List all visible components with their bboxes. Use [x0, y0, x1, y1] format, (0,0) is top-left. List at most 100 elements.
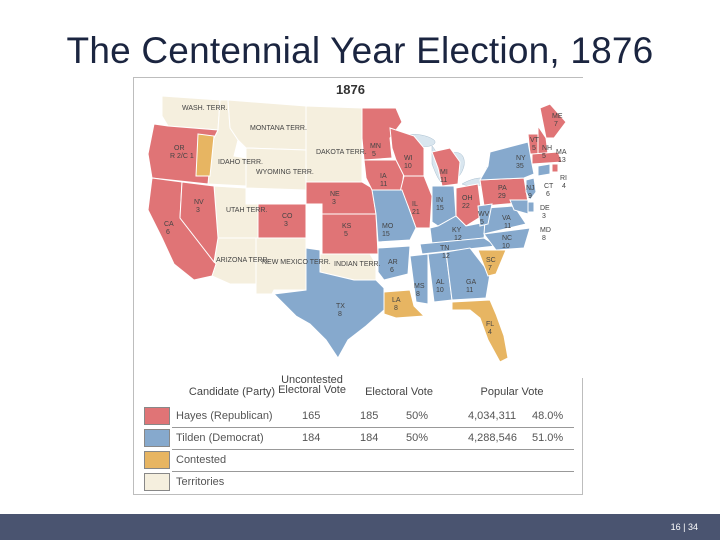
label-in: IN	[436, 197, 443, 204]
legend-electoral-tilden: 184	[360, 432, 379, 444]
legend-label-tilden: Tilden (Democrat)	[176, 432, 264, 444]
legend-row-tilden: Tilden (Democrat) 184 184 50% 4,288,546 …	[144, 429, 574, 447]
label-ma: MA	[556, 149, 567, 156]
label-oh: OH	[462, 195, 473, 202]
state-ma	[531, 151, 563, 165]
state-ny	[479, 141, 535, 181]
legend-uncontested-tilden: 184	[302, 432, 321, 444]
state-mo	[371, 189, 417, 243]
page-number: 16 | 34	[670, 522, 698, 532]
label-pa: PA	[498, 185, 507, 192]
label-sc-votes: 7	[488, 265, 492, 272]
state-or-contested	[195, 133, 215, 177]
label-mn-votes: 5	[372, 151, 376, 158]
state-ct	[537, 163, 551, 177]
legend-divider	[172, 449, 574, 450]
legend-label-territories: Territories	[176, 476, 225, 488]
label-nv: NV	[194, 199, 204, 206]
label-ct: CT	[544, 183, 554, 190]
label-mn: MN	[370, 143, 381, 150]
legend-electoral-hayes: 185	[360, 410, 379, 422]
state-mi	[431, 147, 461, 187]
state-nj	[525, 177, 537, 201]
state-fl	[451, 299, 509, 363]
state-ga	[445, 247, 491, 301]
swatch-hayes	[144, 407, 170, 425]
label-la-votes: 8	[394, 305, 398, 312]
election-map-figure: WASH. TERR. OR R 2/C 1 CA 6 NV 3 IDAHO T…	[133, 77, 584, 495]
label-tx-votes: 8	[338, 311, 342, 318]
legend-header-uncontested: Uncontested Electoral Vote	[278, 374, 346, 396]
label-nh: NH	[542, 145, 552, 152]
legend-divider	[172, 471, 574, 472]
label-ks: KS	[342, 223, 352, 230]
legend-popular-tilden: 4,288,546	[468, 432, 517, 444]
label-utah: UTAH TERR.	[226, 207, 267, 214]
label-ks-votes: 5	[344, 231, 348, 238]
state-de	[527, 201, 535, 213]
label-nh-votes: 5	[542, 153, 546, 160]
map-year-label: 1876	[336, 82, 365, 97]
legend-header-popular: Popular Vote	[480, 386, 544, 398]
label-ca: CA	[164, 221, 174, 228]
legend-electoral-pct-tilden: 50%	[406, 432, 429, 444]
label-or: OR	[174, 145, 185, 152]
label-sc: SC	[486, 257, 496, 264]
label-wv-votes: 5	[480, 219, 484, 226]
swatch-contested	[144, 451, 170, 469]
dakota-terr	[305, 105, 363, 183]
label-ne: NE	[330, 191, 340, 198]
label-fl: FL	[486, 321, 494, 328]
state-me	[539, 103, 567, 139]
label-mo-votes: 15	[382, 231, 390, 238]
label-co: CO	[282, 213, 293, 220]
label-ny: NY	[516, 155, 526, 162]
label-wi-votes: 10	[404, 163, 412, 170]
label-ar: AR	[388, 259, 398, 266]
state-sc	[477, 249, 507, 277]
label-or-votes: R 2/C 1	[170, 153, 194, 160]
legend-popular-pct-tilden: 51.0%	[532, 432, 564, 444]
label-montana: MONTANA TERR.	[250, 125, 307, 132]
label-ia: IA	[380, 173, 387, 180]
label-indian: INDIAN TERR.	[334, 261, 381, 268]
label-ga: GA	[466, 279, 476, 286]
label-tx: TX	[336, 303, 345, 310]
label-ma-votes: 13	[558, 157, 566, 164]
label-mo: MO	[382, 223, 394, 230]
label-in-votes: 15	[436, 205, 444, 212]
label-me-votes: 7	[554, 121, 558, 128]
state-tx	[272, 247, 385, 359]
legend-label-hayes: Hayes (Republican)	[176, 410, 273, 422]
state-ri	[551, 163, 559, 173]
label-nj: NJ	[526, 185, 535, 192]
label-ct-votes: 6	[546, 191, 550, 198]
label-tn-votes: 12	[442, 253, 450, 260]
label-wash: WASH. TERR.	[182, 105, 228, 112]
label-oh-votes: 22	[462, 203, 470, 210]
state-ks	[321, 213, 379, 255]
label-ar-votes: 6	[390, 267, 394, 274]
label-ms-votes: 8	[416, 291, 420, 298]
footer-bar: 16 | 34	[0, 514, 720, 540]
label-tn: TN	[440, 245, 449, 252]
slide-title: The Centennial Year Election, 1876	[66, 30, 654, 71]
label-ms: MS	[414, 283, 425, 290]
label-de: DE	[540, 205, 550, 212]
label-ia-votes: 11	[380, 181, 387, 188]
territories-group	[161, 95, 377, 295]
state-labels: WASH. TERR. OR R 2/C 1 CA 6 NV 3 IDAHO T…	[164, 105, 567, 336]
label-mi: MI	[440, 169, 448, 176]
state-co	[257, 203, 307, 239]
state-mn	[361, 107, 403, 161]
label-nv-votes: 3	[196, 207, 200, 214]
label-vt: VT	[530, 137, 540, 144]
label-ky: KY	[452, 227, 462, 234]
contested-states-group	[195, 133, 509, 363]
legend-row-hayes: Hayes (Republican) 165 185 50% 4,034,311…	[144, 407, 574, 425]
legend-label-contested: Contested	[176, 454, 227, 466]
label-ca-votes: 6	[166, 229, 170, 236]
label-al: AL	[436, 279, 445, 286]
label-pa-votes: 29	[498, 193, 506, 200]
state-nc	[483, 227, 531, 251]
